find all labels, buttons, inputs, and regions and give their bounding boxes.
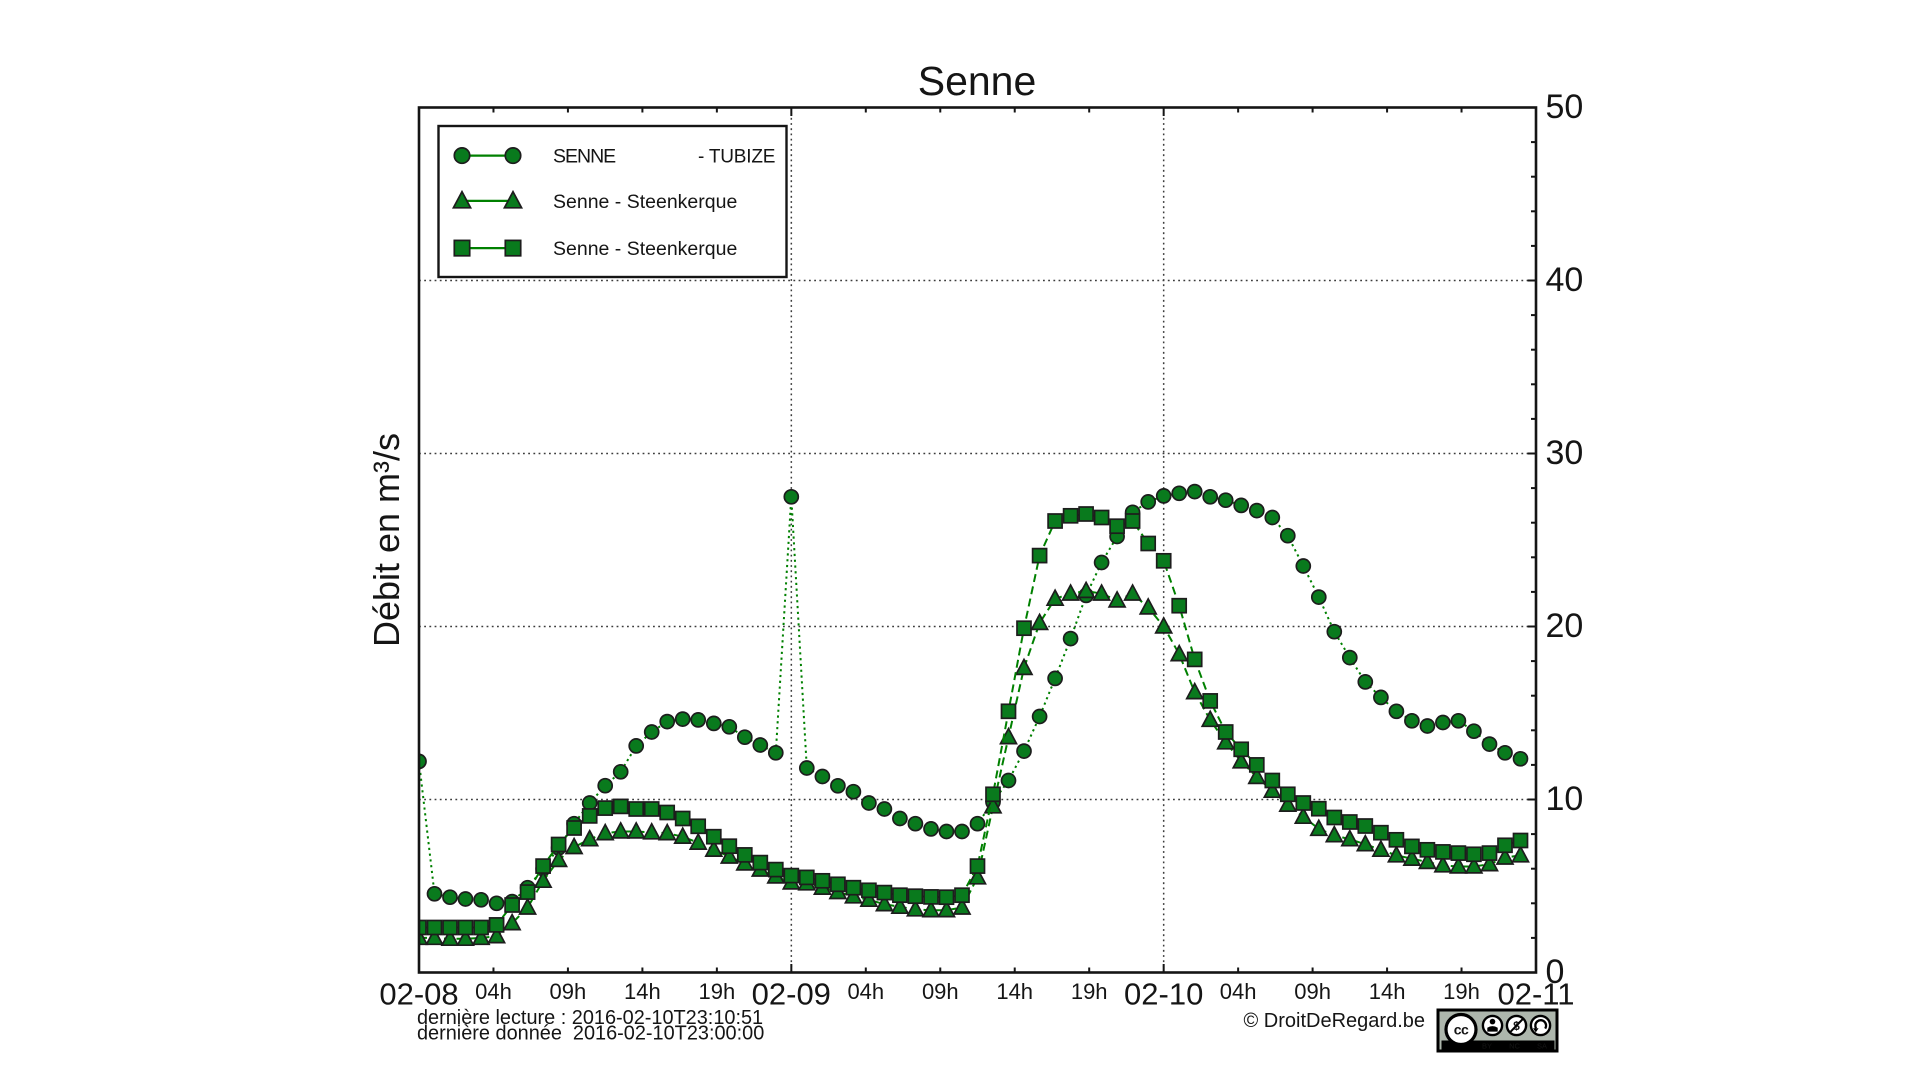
svg-text:dernière donnée 2016-02-10T23: dernière donnée 2016-02-10T23:00:00 bbox=[417, 1022, 764, 1044]
svg-text:SENNE: SENNE bbox=[553, 146, 616, 168]
svg-text:19h: 19h bbox=[1071, 979, 1108, 1004]
svg-text:10: 10 bbox=[1546, 780, 1584, 818]
svg-text:BY: BY bbox=[1482, 1042, 1492, 1051]
svg-text:Débit en m³/s: Débit en m³/s bbox=[366, 433, 407, 647]
svg-text:04h: 04h bbox=[475, 979, 512, 1004]
svg-text:14h: 14h bbox=[996, 979, 1033, 1004]
svg-text:19h: 19h bbox=[699, 979, 736, 1004]
svg-text:- TUBIZE: - TUBIZE bbox=[698, 147, 775, 168]
svg-text:dernière lecture : 2016-02-10T: dernière lecture : 2016-02-10T23:10:51 bbox=[417, 1007, 763, 1029]
svg-text:40: 40 bbox=[1546, 261, 1584, 299]
svg-text:Senne - Steenkerque: Senne - Steenkerque bbox=[553, 238, 737, 260]
svg-text:02-09: 02-09 bbox=[752, 977, 831, 1012]
svg-text:04h: 04h bbox=[1220, 979, 1257, 1004]
svg-text:04h: 04h bbox=[847, 979, 884, 1004]
svg-text:© DroitDeRegard.be: © DroitDeRegard.be bbox=[1244, 1010, 1425, 1032]
svg-text:02-11: 02-11 bbox=[1498, 977, 1575, 1012]
svg-text:20: 20 bbox=[1546, 607, 1584, 645]
svg-text:SA: SA bbox=[1537, 1042, 1547, 1051]
svg-text:19h: 19h bbox=[1443, 979, 1480, 1004]
svg-text:14h: 14h bbox=[624, 979, 661, 1004]
svg-text:Senne: Senne bbox=[918, 58, 1037, 104]
svg-text:30: 30 bbox=[1546, 434, 1584, 472]
svg-text:09h: 09h bbox=[922, 979, 959, 1004]
svg-text:09h: 09h bbox=[550, 979, 587, 1004]
svg-text:02-10: 02-10 bbox=[1124, 977, 1203, 1012]
svg-text:Senne - Steenkerque: Senne - Steenkerque bbox=[553, 191, 737, 213]
svg-text:50: 50 bbox=[1546, 88, 1584, 126]
svg-text:cc: cc bbox=[1454, 1022, 1469, 1038]
svg-text:NC: NC bbox=[1509, 1042, 1520, 1051]
svg-text:09h: 09h bbox=[1294, 979, 1331, 1004]
svg-text:02-08: 02-08 bbox=[379, 977, 458, 1012]
svg-text:14h: 14h bbox=[1369, 979, 1406, 1004]
svg-text:0: 0 bbox=[1546, 953, 1565, 991]
